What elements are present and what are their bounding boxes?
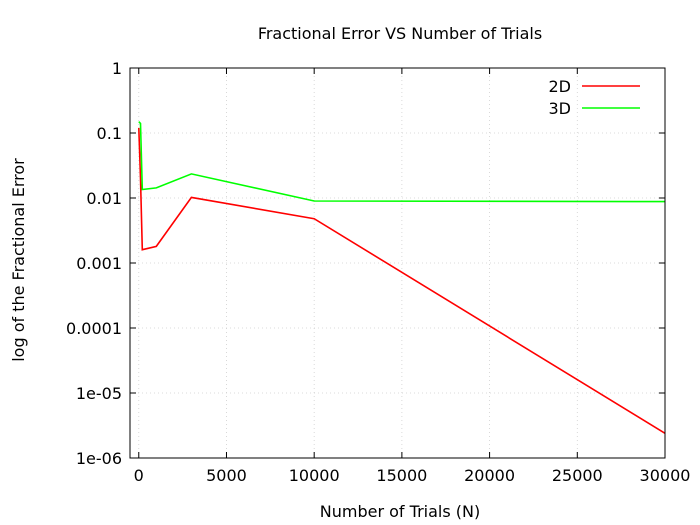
legend-label-2d: 2D — [549, 77, 572, 96]
grid-layer — [130, 67, 666, 459]
y-tick-label: 0.1 — [97, 124, 122, 143]
x-tick-label: 5000 — [206, 466, 247, 485]
x-tick-label: 25000 — [552, 466, 603, 485]
ticks-layer: 0 5000 10000 15000 20000 25000 30000 1 0.1 0.01 0.… — [66, 59, 690, 485]
y-tick-label: 0.001 — [76, 254, 122, 273]
series-line-3d — [138, 121, 666, 203]
chart-title: Fractional Error VS Number of Trials — [258, 24, 542, 43]
x-axis-label: Number of Trials (N) — [320, 502, 480, 521]
y-tick-label: 1 — [112, 59, 122, 78]
x-tick-label: 20000 — [464, 466, 515, 485]
legend-label-3d: 3D — [549, 99, 572, 118]
series-layer — [138, 121, 666, 434]
y-axis-label: log of the Fractional Error — [9, 158, 28, 362]
x-tick-label: 0 — [134, 466, 144, 485]
y-tick-label: 1e-05 — [76, 384, 122, 403]
x-tick-label: 15000 — [376, 466, 427, 485]
y-tick-label: 0.0001 — [66, 319, 122, 338]
x-tick-label: 30000 — [640, 466, 691, 485]
series-line-2d — [138, 127, 666, 434]
x-tick-label: 10000 — [289, 466, 340, 485]
y-tick-label: 0.01 — [86, 189, 122, 208]
y-tick-label: 1e-06 — [76, 449, 122, 468]
